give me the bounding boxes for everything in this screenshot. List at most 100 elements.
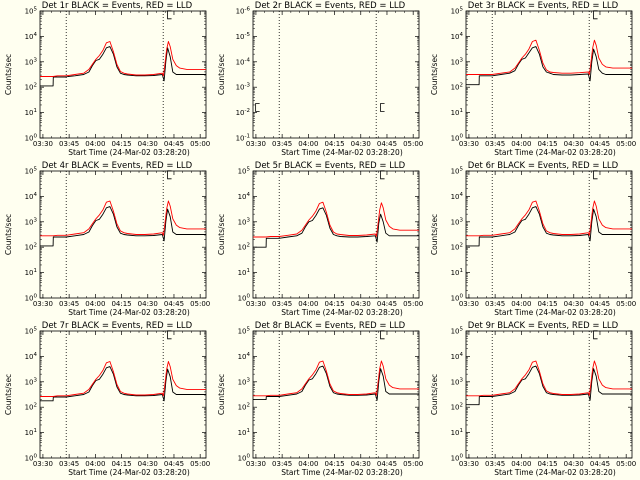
- events-series-line: [40, 366, 206, 402]
- x-tick-label: 04:30: [351, 460, 371, 468]
- detector-panel: Det 3r BLACK = Events, RED = LLD 100 101 10…: [430, 1, 636, 157]
- events-series-line: [40, 46, 206, 87]
- x-axis-label: Start Time (24-Mar-02 03:28:20): [494, 148, 616, 157]
- x-tick-label: 05:00: [403, 140, 423, 148]
- x-tick-label: 04:30: [138, 300, 158, 308]
- x-tick-label: 04:30: [564, 460, 584, 468]
- x-tick-label: 04:30: [138, 460, 158, 468]
- x-tick-label: 04:15: [324, 140, 344, 148]
- interval-bracket-marker: [593, 170, 598, 180]
- x-tick-label: 03:30: [246, 140, 266, 148]
- y-tick-label: 101: [25, 108, 37, 117]
- x-tick-label: 04:15: [111, 300, 131, 308]
- events-series-line: [253, 365, 419, 401]
- x-tick-label: 04:45: [590, 460, 610, 468]
- y-tick-label: 101: [451, 428, 463, 437]
- y-tick-label: 103: [238, 377, 251, 386]
- panel-title: Det 2r BLACK = Events, RED = LLD: [255, 1, 406, 11]
- y-tick-label: 105: [25, 327, 38, 336]
- y-axis-label: Counts/sec: [430, 54, 439, 95]
- x-tick-label: 04:00: [298, 300, 318, 308]
- x-tick-label: 03:30: [459, 140, 479, 148]
- y-tick-label: 104: [25, 352, 38, 361]
- y-tick-label: 104: [451, 352, 464, 361]
- x-tick-label: 03:30: [459, 460, 479, 468]
- interval-bracket-marker: [593, 330, 598, 340]
- events-series-line: [40, 206, 206, 247]
- y-tick-label: 105: [25, 7, 38, 16]
- y-tick-label: 100: [25, 294, 38, 303]
- x-tick-label: 03:30: [33, 460, 53, 468]
- y-tick-label: 105: [238, 327, 251, 336]
- x-tick-label: 04:30: [564, 300, 584, 308]
- y-tick-label: 103: [451, 217, 464, 226]
- lld-series-line: [253, 201, 419, 238]
- x-tick-label: 04:00: [511, 460, 531, 468]
- plot-frame: [465, 330, 633, 459]
- y-tick-label: 10-1: [236, 134, 250, 143]
- events-series-line: [466, 46, 632, 86]
- x-tick-label: 03:30: [459, 300, 479, 308]
- y-tick-label: 102: [25, 83, 37, 92]
- x-tick-label: 04:45: [377, 460, 397, 468]
- x-tick-label: 04:30: [351, 300, 371, 308]
- detector-panel: Det 9r BLACK = Events, RED = LLD 100 101 10…: [430, 321, 636, 477]
- interval-bracket-marker: [593, 10, 598, 20]
- x-tick-label: 04:45: [164, 300, 184, 308]
- interval-bracket-marker: [167, 170, 172, 180]
- x-tick-label: 05:00: [616, 140, 636, 148]
- x-tick-label: 03:30: [33, 140, 53, 148]
- x-axis-label: Start Time (24-Mar-02 03:28:20): [68, 308, 190, 317]
- panel-title: Det 8r BLACK = Events, RED = LLD: [255, 321, 406, 331]
- lld-series-line: [466, 360, 632, 397]
- x-tick-label: 03:45: [59, 140, 79, 148]
- y-axis-label: Counts/sec: [217, 54, 226, 95]
- y-axis-label: Counts/sec: [217, 214, 226, 255]
- lld-series-line: [466, 39, 632, 75]
- y-tick-label: 105: [238, 167, 251, 176]
- panel-title: Det 7r BLACK = Events, RED = LLD: [42, 321, 193, 331]
- x-tick-label: 04:15: [537, 300, 557, 308]
- x-tick-label: 03:45: [59, 460, 79, 468]
- interval-bracket-marker: [255, 103, 260, 112]
- plot-frame: [252, 330, 420, 459]
- x-tick-label: 03:45: [272, 460, 292, 468]
- y-tick-label: 102: [238, 403, 250, 412]
- x-tick-label: 04:00: [85, 140, 105, 148]
- x-tick-label: 04:00: [298, 460, 318, 468]
- interval-bracket-marker: [380, 103, 385, 112]
- x-tick-label: 05:00: [190, 140, 210, 148]
- x-axis-label: Start Time (24-Mar-02 03:28:20): [494, 468, 616, 477]
- x-axis-label: Start Time (24-Mar-02 03:28:20): [281, 468, 403, 477]
- x-tick-label: 05:00: [190, 460, 210, 468]
- x-tick-label: 05:00: [616, 460, 636, 468]
- x-tick-label: 04:15: [537, 460, 557, 468]
- y-axis-label: Counts/sec: [4, 214, 13, 255]
- x-tick-label: 03:45: [485, 460, 505, 468]
- y-tick-label: 104: [238, 192, 251, 201]
- x-tick-label: 04:45: [164, 140, 184, 148]
- x-tick-label: 04:00: [511, 140, 531, 148]
- x-tick-label: 05:00: [403, 460, 423, 468]
- x-tick-label: 04:00: [298, 140, 318, 148]
- y-axis-label: Counts/sec: [4, 54, 13, 95]
- x-tick-label: 05:00: [403, 300, 423, 308]
- x-tick-label: 04:45: [377, 300, 397, 308]
- detector-panel: Det 1r BLACK = Events, RED = LLD 100 101 10…: [4, 1, 210, 157]
- x-tick-label: 03:45: [485, 140, 505, 148]
- lld-series-line: [253, 360, 419, 397]
- detector-panel: Det 7r BLACK = Events, RED = LLD 100 101 10…: [4, 321, 210, 477]
- panel-title: Det 4r BLACK = Events, RED = LLD: [42, 161, 193, 171]
- y-tick-label: 104: [451, 32, 464, 41]
- x-tick-label: 04:45: [590, 140, 610, 148]
- y-tick-label: 10-2: [236, 108, 250, 117]
- plot-frame: [252, 10, 420, 139]
- x-tick-label: 04:30: [351, 140, 371, 148]
- x-tick-label: 04:15: [111, 140, 131, 148]
- detector-panel: Det 8r BLACK = Events, RED = LLD 100 101 10…: [217, 321, 423, 477]
- x-axis-label: Start Time (24-Mar-02 03:28:20): [68, 468, 190, 477]
- y-tick-label: 103: [238, 217, 251, 226]
- x-tick-label: 03:45: [272, 140, 292, 148]
- x-tick-label: 04:15: [537, 140, 557, 148]
